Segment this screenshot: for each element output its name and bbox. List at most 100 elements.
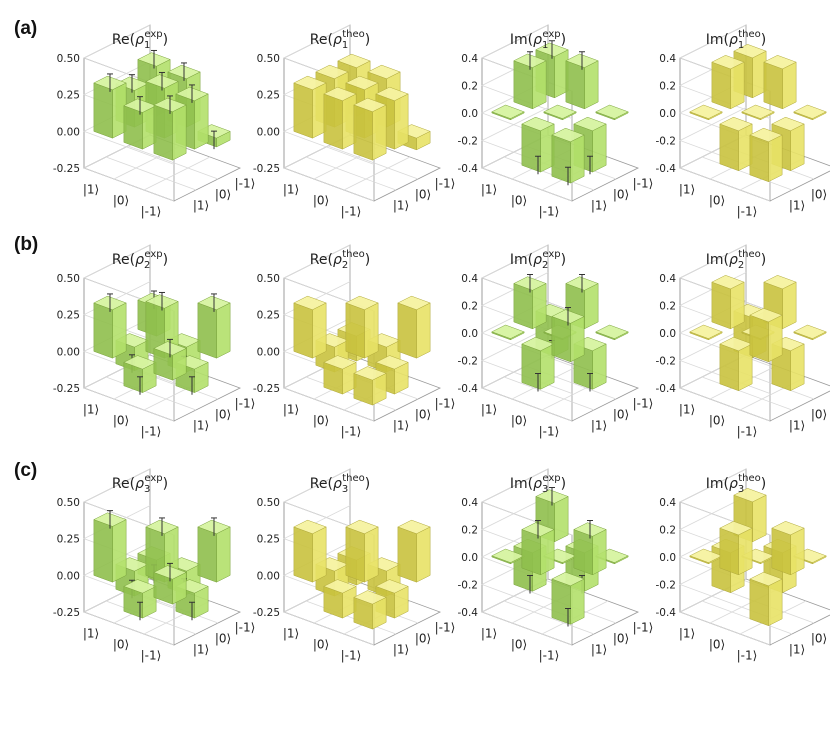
bar-1-0 <box>521 116 555 175</box>
row-ket-label: |-1⟩ <box>737 649 758 663</box>
z-tick-label: 0.2 <box>659 81 676 93</box>
col-ket-label: |1⟩ <box>193 199 209 213</box>
z-tick-label: -0.25 <box>53 607 80 619</box>
row-ket-label: |-1⟩ <box>539 649 560 663</box>
col-ket-label: |1⟩ <box>193 419 209 433</box>
z-tick-label: 0.50 <box>57 273 80 285</box>
row-ket-label: |-1⟩ <box>737 205 758 219</box>
row-ket-label: |0⟩ <box>511 194 527 208</box>
col-ket-label: |1⟩ <box>393 419 409 433</box>
z-tick-label: 0.25 <box>57 534 80 546</box>
row-ket-label: |0⟩ <box>313 414 329 428</box>
col-ket-label: |1⟩ <box>393 643 409 657</box>
bar-2-1 <box>771 521 805 576</box>
col-ket-label: |0⟩ <box>613 632 629 646</box>
bar-2-0 <box>749 308 783 363</box>
floor-gridline <box>105 376 197 411</box>
bar3d-panel-1: -0.25 0.00 0.25 0.50 |1⟩ |1⟩ |0⟩ |0⟩ |-1⟩ |-1⟩ Re(… <box>253 24 456 219</box>
row-ket-label: |1⟩ <box>283 403 299 417</box>
bar3d-panel-5: -0.25 0.00 0.25 0.50 |1⟩ |1⟩ |0⟩ |0⟩ |-1⟩ |-1⟩ Re(… <box>253 244 455 439</box>
bar-2-0 <box>353 590 387 630</box>
col-ket-label: |0⟩ <box>215 188 231 202</box>
z-tick-label: 0.25 <box>257 310 280 322</box>
row-ket-label: |0⟩ <box>511 638 527 652</box>
row-ket-label: |0⟩ <box>313 194 329 208</box>
bar-2-0 <box>551 307 585 363</box>
bar3d-panel-0: -0.25 0.00 0.25 0.50 |1⟩ |1⟩ |0⟩ |0⟩ |-1⟩ |-1⟩ Re(… <box>53 24 255 219</box>
bar-2-0 <box>153 338 187 381</box>
bar-1-0 <box>123 96 157 150</box>
z-tick-label: 0.4 <box>659 273 676 285</box>
bar-1-2 <box>565 51 599 110</box>
z-tick-label: 0.0 <box>659 108 676 120</box>
panel-title: Re(ρ2theo) <box>310 249 370 271</box>
bar-1-1 <box>741 104 775 121</box>
col-ket-label: |0⟩ <box>415 188 431 202</box>
z-tick-label: 0.0 <box>659 552 676 564</box>
bar-2-1 <box>573 520 607 576</box>
z-tick-label: -0.4 <box>656 163 677 175</box>
z-tick-label: 0.2 <box>461 81 478 93</box>
row-ket-label: |1⟩ <box>679 183 695 197</box>
z-tick-label: 0.00 <box>57 346 80 358</box>
bar-0-0 <box>689 548 723 565</box>
row-label-a: (a) <box>14 18 37 39</box>
bar-1-0 <box>323 579 357 619</box>
z-tick-label: -0.2 <box>656 580 677 592</box>
panel-title: Re(ρ3theo) <box>310 473 370 495</box>
panel-title: Im(ρ3exp) <box>510 473 566 495</box>
bar-0-1 <box>711 275 745 330</box>
row-ket-label: |1⟩ <box>679 627 695 641</box>
panel-title: Im(ρ1exp) <box>510 29 566 51</box>
col-ket-label: |-1⟩ <box>435 177 456 191</box>
col-ket-label: |1⟩ <box>393 199 409 213</box>
floor-gridline <box>701 376 793 411</box>
col-ket-label: |-1⟩ <box>633 177 654 191</box>
row-ket-label: |0⟩ <box>113 194 129 208</box>
bar-2-2 <box>197 293 231 359</box>
z-tick-label: 0.2 <box>659 525 676 537</box>
row-label-b: (b) <box>14 234 38 255</box>
z-tick-label: 0.2 <box>461 525 478 537</box>
z-tick-label: 0.50 <box>257 497 280 509</box>
floor-gridline <box>503 156 595 191</box>
panel-title: Im(ρ2theo) <box>706 249 767 271</box>
z-tick-label: 0.0 <box>461 552 478 564</box>
z-gridline <box>82 281 175 349</box>
row-ket-label: |1⟩ <box>283 183 299 197</box>
bar3d-panel-9: -0.25 0.00 0.25 0.50 |1⟩ |1⟩ |0⟩ |0⟩ |-1⟩ |-1⟩ Re(… <box>253 468 456 663</box>
row-label-c: (c) <box>14 460 37 481</box>
bar-0-0 <box>491 324 525 341</box>
z-tick-label: -0.2 <box>656 136 677 148</box>
bar-0-0 <box>93 510 127 583</box>
z-tick-label: -0.4 <box>656 383 677 395</box>
z-tick-label: -0.25 <box>53 383 80 395</box>
row-ket-label: |0⟩ <box>511 414 527 428</box>
row-ket-label: |-1⟩ <box>539 205 560 219</box>
bar-0-0 <box>293 75 327 139</box>
z-tick-label: 0.4 <box>461 273 478 285</box>
col-ket-label: |-1⟩ <box>633 397 654 411</box>
z-tick-label: 0.4 <box>659 497 676 509</box>
floor-gridline <box>127 145 219 180</box>
bar-0-0 <box>293 295 327 359</box>
col-ket-label: |-1⟩ <box>435 621 456 635</box>
col-ket-label: |0⟩ <box>415 632 431 646</box>
panel-title: Im(ρ1theo) <box>706 29 767 51</box>
bar-0-1 <box>513 51 547 110</box>
row-ket-label: |1⟩ <box>283 627 299 641</box>
z-tick-label: -0.25 <box>253 607 280 619</box>
bar-1-0 <box>521 520 555 576</box>
z-tick-label: 0.2 <box>659 301 676 313</box>
row-ket-label: |1⟩ <box>83 627 99 641</box>
row-ket-label: |1⟩ <box>481 403 497 417</box>
bar3d-panel-4: -0.25 0.00 0.25 0.50 |1⟩ |1⟩ |0⟩ |0⟩ |-1⟩ |-1⟩ Re(… <box>53 244 255 439</box>
z-tick-label: -0.2 <box>458 136 479 148</box>
col-ket-label: |0⟩ <box>613 188 629 202</box>
bar3d-panel-8: -0.25 0.00 0.25 0.50 |1⟩ |1⟩ |0⟩ |0⟩ |-1⟩ |-1⟩ Re(… <box>53 468 255 663</box>
bar-2-2 <box>595 104 629 121</box>
floor-gridline <box>305 600 397 635</box>
z-tick-label: -0.4 <box>458 163 479 175</box>
bar-2-0 <box>153 562 187 605</box>
bar-2-0 <box>749 127 783 183</box>
